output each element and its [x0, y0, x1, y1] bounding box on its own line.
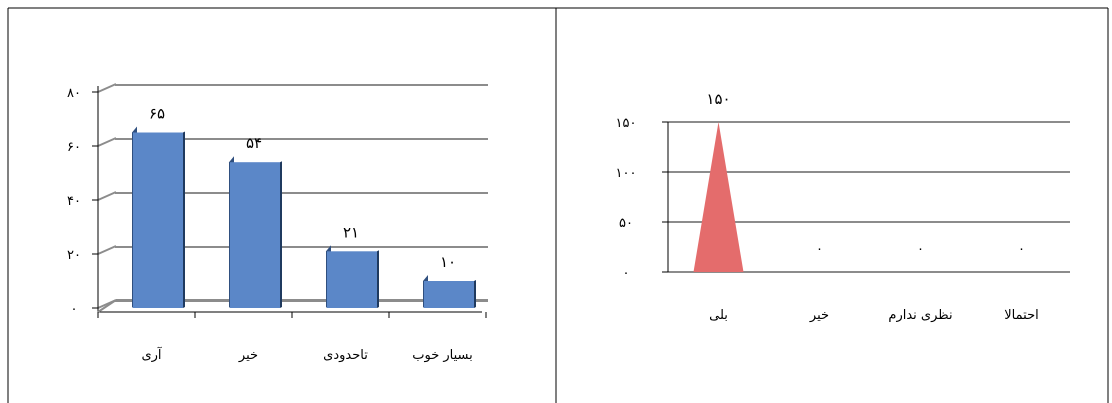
y-tick-label: ۲۰	[67, 248, 81, 263]
x-tick-label: آری	[141, 346, 162, 363]
y-tick-label: ۱۵۰	[616, 116, 637, 131]
data-label: ۰	[816, 242, 823, 257]
data-label: ۰	[917, 242, 924, 257]
y-tick-label: ۰	[623, 266, 630, 281]
chart-right-cone: ۰ ۵۰ ۱۰۰ ۱۵۰ ۱۵۰ بلی ۰ خیر ۰ نظری ندارم ۰ احتمالا	[616, 90, 1070, 323]
bar	[230, 162, 280, 308]
gridline-connector	[97, 137, 117, 147]
y-tick-label: ۴۰	[67, 194, 81, 209]
bar-edge	[183, 131, 185, 308]
data-label: ۱۰	[440, 253, 456, 271]
data-label: ۰	[1018, 242, 1025, 257]
cone	[693, 122, 744, 272]
x-tick-label: خیر	[238, 348, 258, 363]
data-label: ۵۴	[246, 134, 262, 152]
y-tick-label: ۵۰	[619, 216, 633, 231]
y-tick-label: ۰	[71, 302, 78, 317]
bar	[424, 281, 474, 308]
gridline-connector	[97, 191, 117, 201]
gridline-connector	[97, 83, 117, 93]
x-tick-label: احتمالا	[1004, 308, 1038, 323]
bar-edge	[377, 250, 379, 308]
gridline-connector	[97, 245, 117, 255]
floor-side-line	[97, 299, 117, 313]
bar-edge	[474, 280, 476, 308]
bar	[327, 251, 377, 308]
x-tick-label: خیر	[809, 308, 829, 323]
y-tick-label: ۶۰	[67, 140, 81, 155]
x-tick-label: تاحدودی	[323, 348, 368, 363]
y-tick-label: ۱۰۰	[616, 166, 637, 181]
data-label: ۲۱	[343, 223, 359, 241]
x-tick-label: بسیار خوب	[412, 348, 473, 363]
y-tick-label: ۸۰	[67, 86, 81, 101]
chart-left-bar: ۰ ۲۰ ۴۰ ۶۰ ۸۰ ۶۵ آری ۵۴ خیر ۲۱ تاحدودی ۱۰ بسیار خوب	[67, 83, 488, 363]
bar-edge	[280, 161, 282, 308]
bar	[133, 132, 183, 308]
data-label: ۶۵	[149, 105, 165, 123]
data-label: ۱۵۰	[706, 90, 730, 108]
x-tick-label: نظری ندارم	[888, 308, 952, 323]
x-tick-label: بلی	[709, 308, 728, 323]
